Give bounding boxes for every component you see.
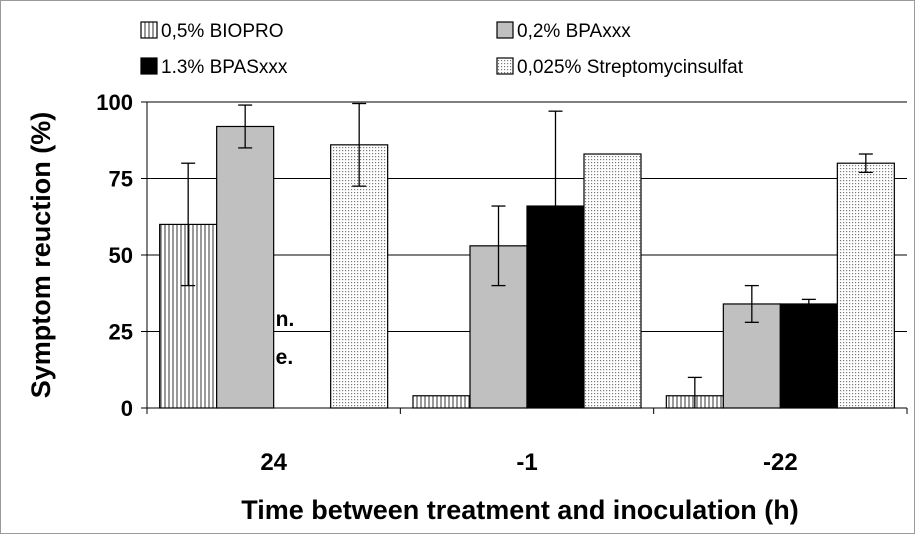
legend-swatch: [496, 57, 514, 75]
bar: [216, 125, 275, 409]
legend-swatch: [140, 21, 158, 39]
y-tick-label: 75: [109, 167, 133, 192]
x-tick-label: -22: [763, 449, 798, 476]
annotation-label: n.: [276, 308, 295, 331]
legend-label: 0,025% Streptomycinsulfat: [517, 57, 744, 78]
legend-label: 1.3% BPASxxx: [161, 57, 288, 78]
legend: 0,5% BIOPRO 0,2% BPAxxx 1.3% BPASxxx 0,025%…: [140, 21, 744, 78]
y-tick-label: 100: [96, 90, 133, 115]
bar: [583, 153, 642, 409]
bar: [779, 303, 838, 409]
x-axis-title: Time between treatment and inoculation (…: [241, 495, 799, 525]
bar: [412, 395, 471, 409]
bar: [330, 144, 389, 409]
y-tick-label: 0: [121, 396, 133, 421]
bar: [836, 162, 895, 409]
error-bars: [181, 102, 873, 408]
y-axis-title: Symptom reuction (%): [26, 112, 56, 399]
x-tick-label: -1: [516, 449, 537, 476]
x-tick-label: 24: [260, 449, 287, 476]
bars: [159, 125, 895, 409]
labels: 0 25 50 75 100 24 -1 -22 n. e. Time between treatm…: [26, 90, 799, 525]
legend-swatch: [496, 21, 514, 39]
axes: [141, 101, 908, 414]
legend-swatch: [140, 57, 158, 75]
annotation-label: e.: [276, 346, 294, 369]
legend-label: 0,2% BPAxxx: [517, 21, 631, 42]
legend-label: 0,5% BIOPRO: [161, 21, 284, 42]
y-tick-label: 50: [109, 243, 133, 268]
y-tick-label: 25: [109, 320, 133, 345]
